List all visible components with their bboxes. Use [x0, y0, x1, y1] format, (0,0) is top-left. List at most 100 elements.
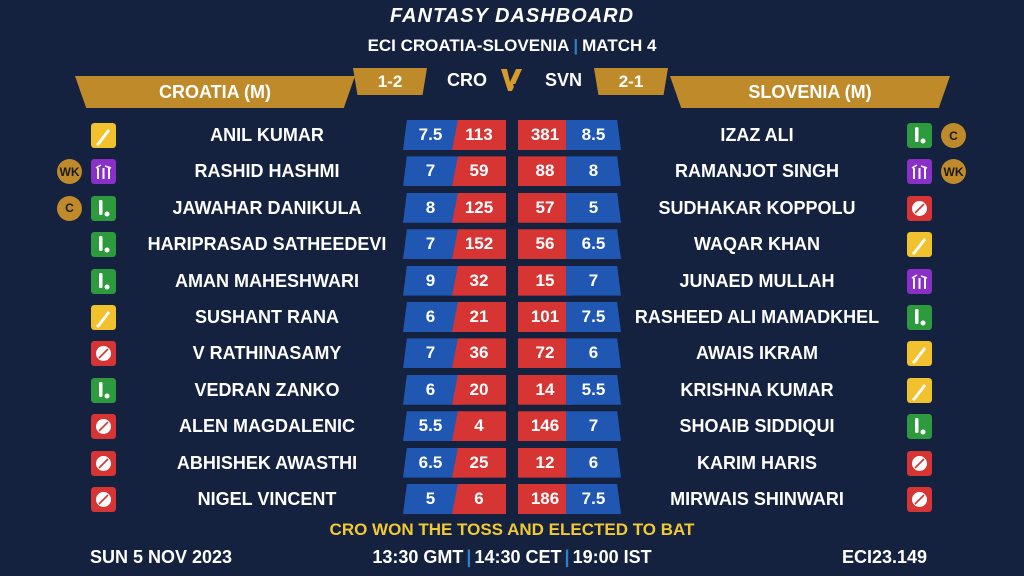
all-rounder-icon — [91, 195, 116, 221]
right-player-name: RAMANJOT SINGH — [674, 161, 839, 182]
left-player-credit: 7 — [403, 156, 458, 187]
all-rounder-icon — [91, 232, 116, 258]
batter-icon — [91, 123, 116, 148]
right-player-name: WAQAR KHAN — [694, 234, 820, 255]
right-player-badge: C — [941, 123, 966, 148]
right-player-points: 101 — [518, 302, 572, 332]
right-team-record: 2-1 — [594, 68, 668, 95]
right-player-points: 186 — [518, 484, 572, 514]
right-player-credit: 7 — [566, 411, 621, 442]
left-player-credit: 5.5 — [403, 411, 458, 442]
time-separator: | — [466, 547, 472, 567]
time-ist: 19:00 IST — [572, 547, 652, 567]
left-player-points: 21 — [452, 302, 506, 332]
right-player-credit: 7 — [566, 265, 621, 296]
subtitle-separator: | — [573, 36, 579, 55]
right-player-credit: 6.5 — [566, 229, 621, 260]
left-player-name: SUSHANT RANA — [195, 307, 339, 327]
right-player-name: SHOAIB SIDDIQUI — [679, 416, 835, 437]
left-player-credit: 6.5 — [403, 447, 458, 478]
right-player-credit: 6 — [566, 447, 621, 478]
right-player-credit: 8.5 — [566, 120, 621, 150]
wicketkeeper-icon — [907, 268, 932, 294]
right-player-points: 56 — [518, 229, 572, 260]
right-player-badge: WK — [941, 159, 966, 185]
left-player-credit: 9 — [403, 265, 458, 296]
left-player-name: ALEN MAGDALENIC — [179, 416, 355, 437]
right-player-points: 15 — [518, 265, 572, 296]
player-row: SUSHANT RANA 6 21 101 7.5 RASHEED ALI MAMADKH… — [0, 302, 1024, 332]
right-player-points: 72 — [518, 338, 572, 369]
left-player-name: NIGEL VINCENT — [197, 489, 337, 509]
left-team-banner: CROATIA (M) — [75, 76, 355, 108]
player-row: WK RASHID HASHMI 7 59 88 8 RAMANJOT SINGH WK — [0, 156, 1024, 187]
left-player-credit: 6 — [403, 374, 458, 405]
left-player-points: 4 — [452, 411, 506, 442]
right-player-credit: 8 — [566, 156, 621, 187]
left-player-points: 36 — [452, 338, 506, 369]
wicketkeeper-icon — [907, 159, 932, 185]
bowler-icon — [91, 341, 116, 367]
right-player-name: SUDHAKAR KOPPOLU — [658, 197, 856, 218]
left-team-code: CRO — [447, 70, 487, 90]
vs-icon — [501, 69, 522, 91]
right-player-points: 57 — [518, 192, 572, 223]
player-row: ANIL KUMAR 7.5 113 381 8.5 IZAZ ALI C — [0, 120, 1024, 150]
right-player-name: AWAIS IKRAM — [695, 343, 818, 364]
player-row: ALEN MAGDALENIC 5.5 4 146 7 SHOAIB SIDDIQUI — [0, 411, 1024, 442]
right-player-points: 381 — [518, 120, 572, 150]
left-player-name: RASHID HASHMI — [194, 161, 340, 182]
time-cet: 14:30 CET — [474, 547, 562, 567]
right-team-banner: SLOVENIA (M) — [670, 76, 950, 108]
left-player-name: V RATHINASAMY — [192, 343, 342, 364]
match-times: 13:30 GMT | 14:30 CET | 19:00 IST — [0, 547, 1024, 568]
time-gmt: 13:30 GMT — [372, 547, 464, 567]
right-player-points: 12 — [518, 447, 572, 478]
left-player-credit: 7.5 — [403, 120, 458, 150]
series-name: ECI CROATIA-SLOVENIA — [367, 36, 570, 55]
left-player-name: AMAN MAHESHWARI — [175, 270, 359, 291]
right-player-credit: 7.5 — [566, 302, 621, 332]
batter-icon — [91, 305, 116, 330]
right-player-name: KRISHNA KUMAR — [680, 379, 834, 400]
dashboard-title: FANTASY DASHBOARD — [389, 5, 635, 27]
left-player-credit: 6 — [403, 302, 458, 332]
match-number: MATCH 4 — [582, 36, 657, 55]
right-player-name: RASHEED ALI MAMADKHEL — [634, 307, 880, 327]
right-player-credit: 7.5 — [566, 484, 621, 514]
right-player-name: JUNAED MULLAH — [679, 270, 835, 291]
player-row: C JAWAHAR DANIKULA 8 125 57 5 SUDHAKAR KOPPOLU — [0, 192, 1024, 223]
left-player-name: VEDRAN ZANKO — [194, 379, 340, 400]
time-separator: | — [564, 547, 570, 567]
left-player-name: ANIL KUMAR — [210, 125, 324, 145]
left-player-badge: WK — [57, 159, 82, 185]
right-player-points: 146 — [518, 411, 572, 442]
right-player-credit: 5.5 — [566, 374, 621, 405]
left-player-points: 59 — [452, 156, 506, 187]
left-player-credit: 7 — [403, 338, 458, 369]
wicketkeeper-icon — [91, 159, 116, 185]
all-rounder-icon — [91, 268, 116, 294]
right-player-credit: 6 — [566, 338, 621, 369]
left-player-credit: 7 — [403, 229, 458, 260]
bowler-icon — [907, 487, 932, 512]
all-rounder-icon — [907, 123, 932, 148]
left-player-points: 125 — [452, 192, 506, 223]
left-team-record: 1-2 — [353, 68, 427, 95]
batter-icon — [907, 232, 932, 258]
right-player-name: IZAZ ALI — [720, 125, 794, 145]
batter-icon — [907, 377, 932, 403]
left-player-name: ABHISHEK AWASTHI — [176, 452, 358, 473]
player-row: ABHISHEK AWASTHI 6.5 25 12 6 KARIM HARIS — [0, 447, 1024, 478]
left-player-points: 6 — [452, 484, 506, 514]
left-player-badge: C — [57, 195, 82, 221]
all-rounder-icon — [907, 305, 932, 330]
player-row: AMAN MAHESHWARI 9 32 15 7 JUNAED MULLAH — [0, 265, 1024, 296]
bowler-icon — [907, 195, 932, 221]
right-player-points: 14 — [518, 374, 572, 405]
left-player-name: JAWAHAR DANIKULA — [172, 197, 362, 218]
left-player-credit: 5 — [403, 484, 458, 514]
match-id: ECI23.149 — [842, 547, 928, 567]
right-player-name: MIRWAIS SHINWARI — [670, 489, 844, 509]
right-team-code: SVN — [545, 70, 583, 90]
